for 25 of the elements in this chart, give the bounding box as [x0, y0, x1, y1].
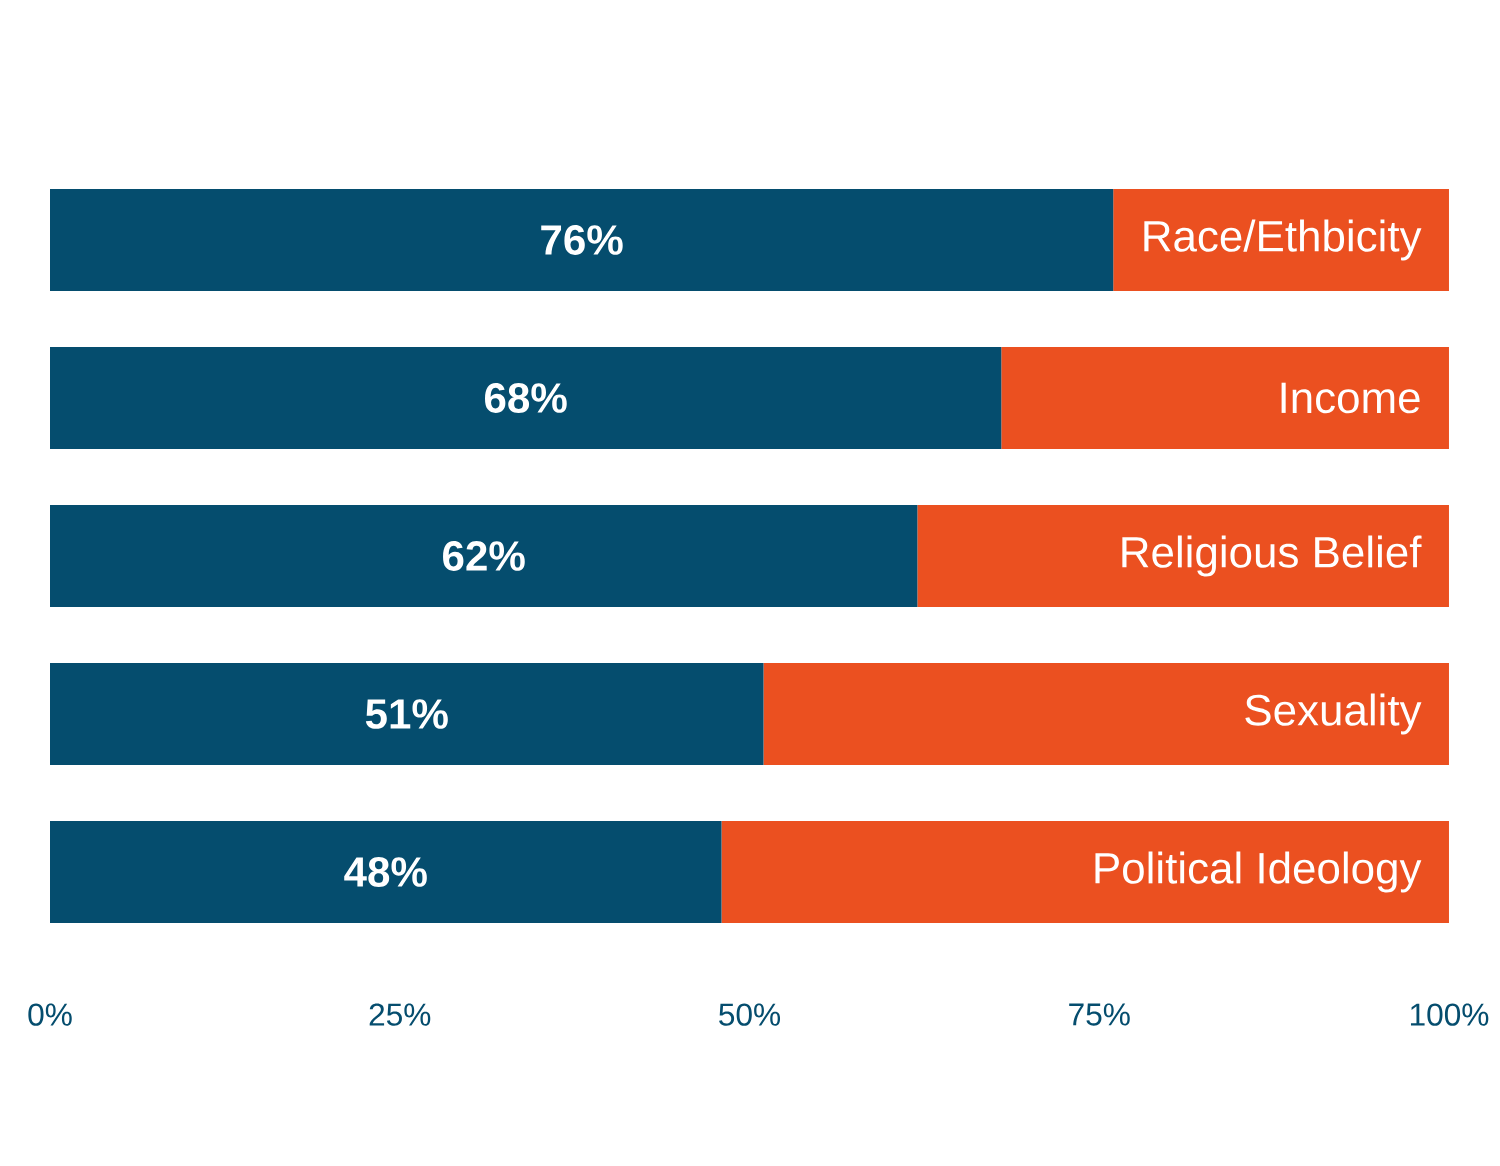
data-label: 62%: [443, 541, 525, 571]
bar: [917, 505, 1449, 607]
bar: [50, 189, 1114, 291]
y-tick-label: Income: [1281, 382, 1420, 414]
y-tick-label: Race/Ethbicity: [1144, 219, 1422, 261]
bar: [50, 347, 1002, 449]
y-tick-label: Political Ideology: [1095, 851, 1422, 893]
y-tick-label: Religious Belief: [1122, 535, 1422, 577]
bar: [1113, 189, 1449, 291]
y-tick-label: Sexuality: [1245, 693, 1422, 735]
data-label: 76%: [541, 225, 623, 255]
x-tick-label: 75%: [1069, 1003, 1130, 1026]
x-tick-label: 100%: [1410, 1003, 1489, 1026]
data-label: 68%: [485, 383, 567, 413]
bar: [50, 663, 764, 765]
bar: [50, 821, 722, 923]
bar: [721, 821, 1449, 923]
bar: [1001, 347, 1449, 449]
x-tick-label: 50%: [719, 1003, 781, 1026]
x-tick-label: 0%: [28, 1003, 72, 1026]
data-label: 48%: [344, 857, 427, 887]
bar: [763, 663, 1449, 765]
bar: [50, 505, 918, 607]
data-label: 51%: [365, 699, 448, 729]
x-tick-label: 25%: [369, 1003, 431, 1026]
